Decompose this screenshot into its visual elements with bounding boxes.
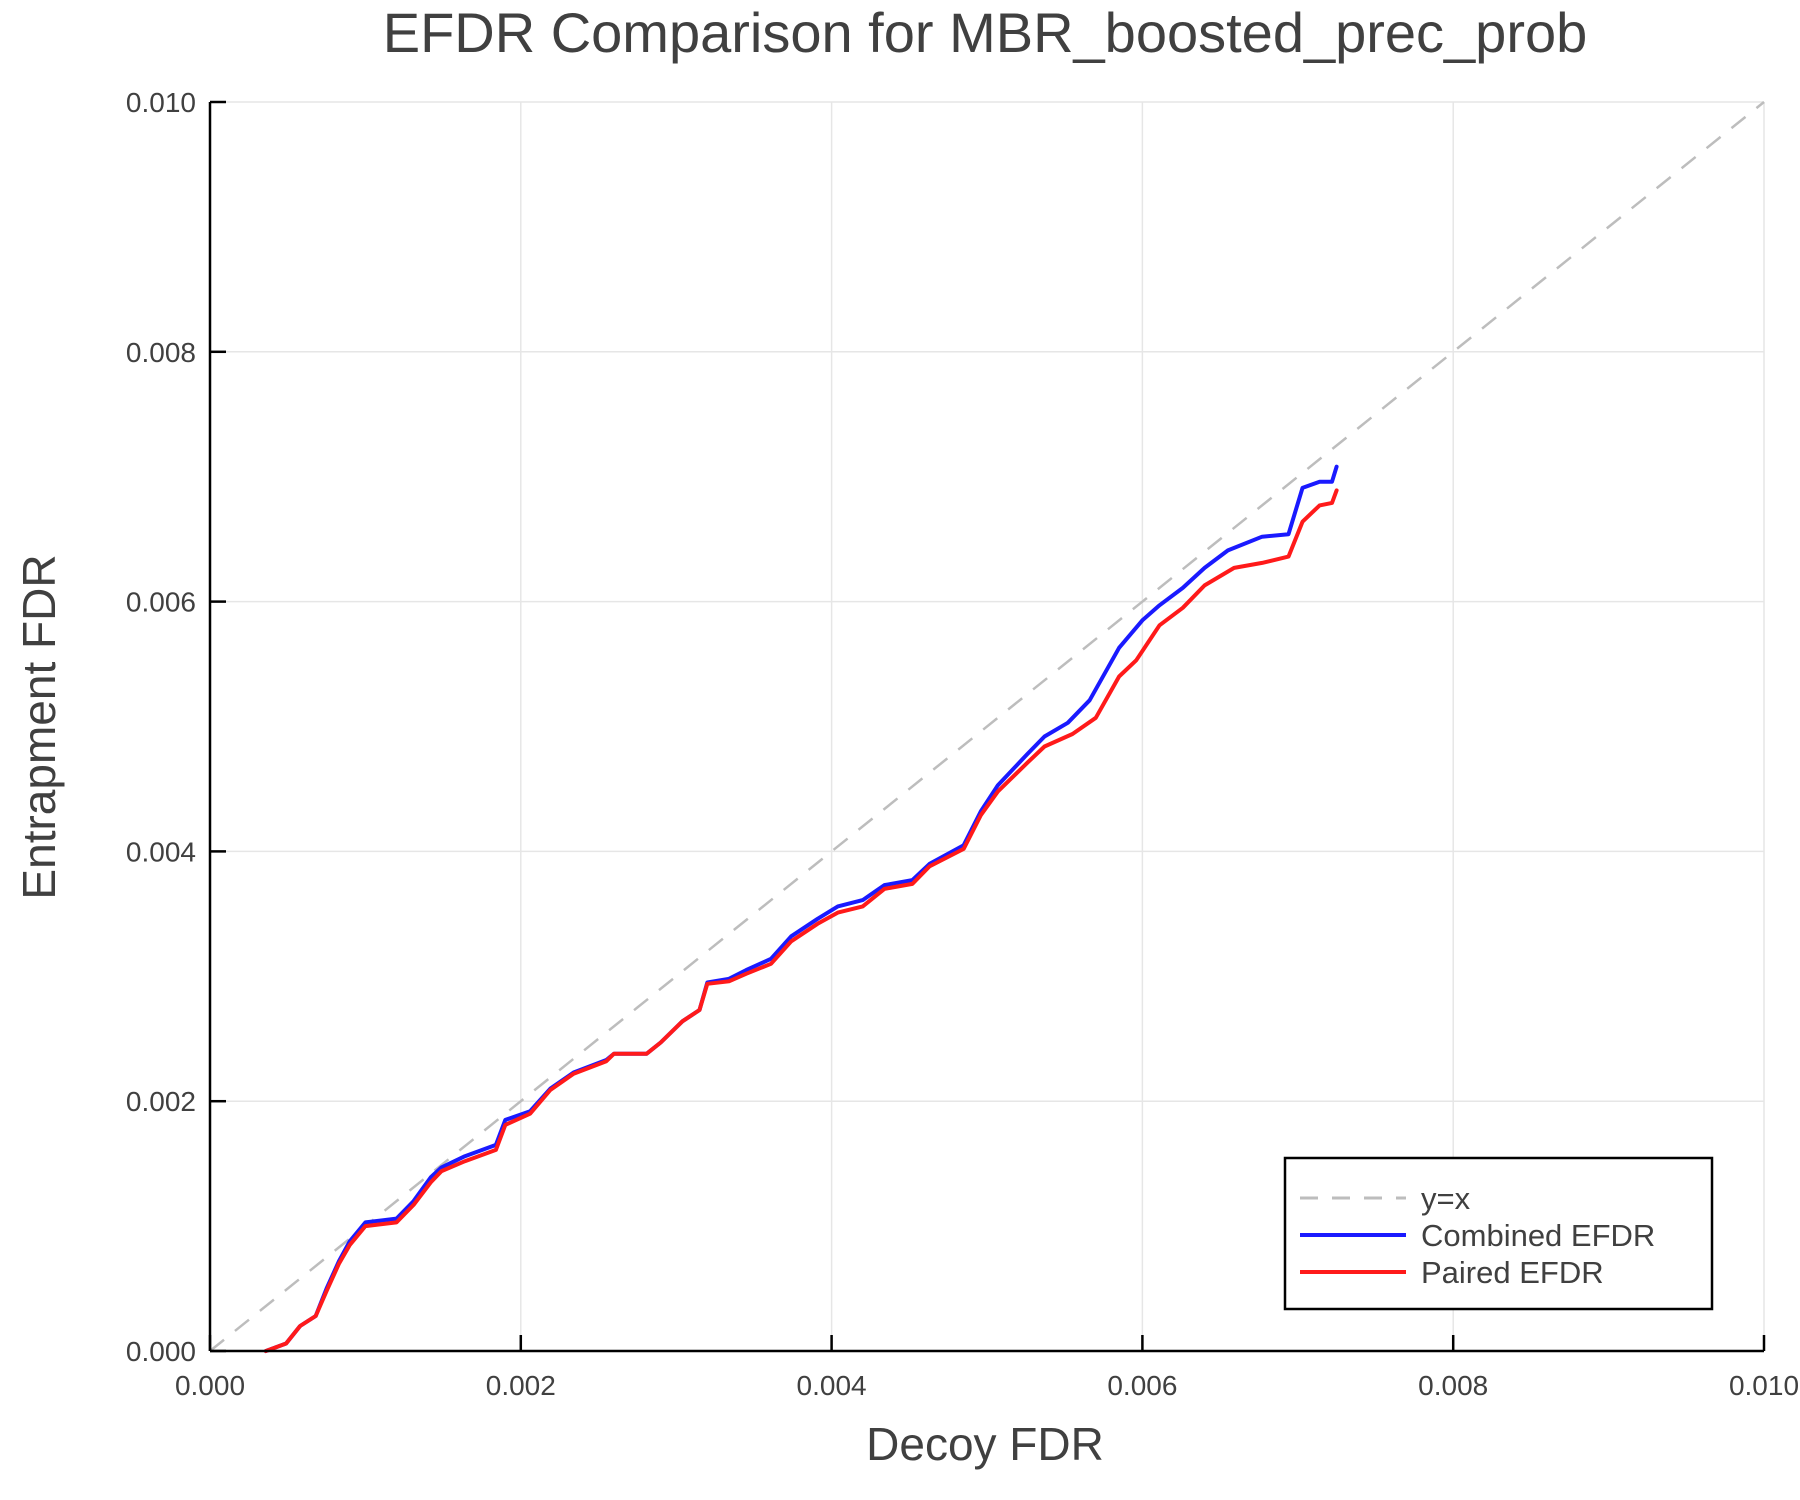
legend-label-paired: Paired EFDR bbox=[1421, 1255, 1604, 1290]
x-tick-label: 0.008 bbox=[1418, 1370, 1488, 1401]
y-tick-label: 0.000 bbox=[126, 1336, 196, 1367]
axes: 0.000 0.002 0.004 0.006 0.008 0.010 0.000 0.002… bbox=[126, 87, 1799, 1401]
y-tick-label: 0.006 bbox=[126, 587, 196, 618]
x-tick-label: 0.010 bbox=[1729, 1370, 1799, 1401]
y-axis-label: Entrapment FDR bbox=[13, 554, 65, 899]
series-line-paired-efdr bbox=[263, 488, 1339, 1353]
series-line-yx bbox=[209, 101, 1765, 1352]
x-axis-label: Decoy FDR bbox=[866, 1418, 1104, 1470]
y-tick-label: 0.008 bbox=[126, 337, 196, 368]
x-tick-label: 0.002 bbox=[486, 1370, 556, 1401]
legend-label-yx: y=x bbox=[1421, 1181, 1471, 1216]
chart-title: EFDR Comparison for MBR_boosted_prec_pro… bbox=[383, 1, 1588, 64]
x-tick-label: 0.000 bbox=[175, 1370, 245, 1401]
legend: y=x Combined EFDR Paired EFDR bbox=[1283, 1156, 1714, 1311]
x-tick-label: 0.006 bbox=[1107, 1370, 1177, 1401]
y-tick-label: 0.004 bbox=[126, 836, 196, 867]
x-tick-label: 0.004 bbox=[797, 1370, 867, 1401]
y-tick-label: 0.010 bbox=[126, 87, 196, 118]
series-group bbox=[209, 101, 1765, 1353]
legend-label-combined: Combined EFDR bbox=[1421, 1218, 1655, 1253]
series-line-combined-efdr bbox=[263, 464, 1339, 1353]
y-tick-label: 0.002 bbox=[126, 1086, 196, 1117]
